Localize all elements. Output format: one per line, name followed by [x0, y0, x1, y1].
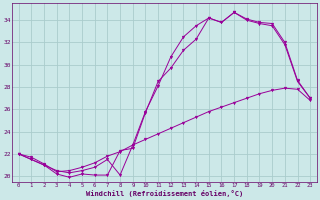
X-axis label: Windchill (Refroidissement éolien,°C): Windchill (Refroidissement éolien,°C): [86, 190, 243, 197]
